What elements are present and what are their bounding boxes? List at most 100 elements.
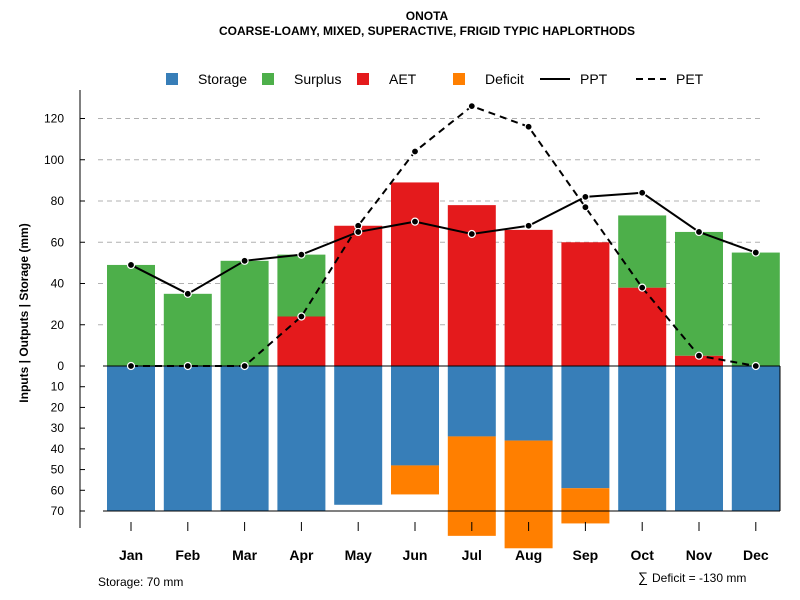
- point-ppt-jan: [126, 260, 136, 270]
- y-axis-label: Inputs | Outputs | Storage (mm): [17, 223, 31, 402]
- bar-aet-may: [334, 225, 383, 366]
- bar-surplus-nov: [675, 231, 723, 356]
- bar-surplus-oct: [618, 215, 667, 288]
- legend-swatch-storage: [166, 73, 178, 85]
- point-pet-jun: [410, 147, 420, 156]
- point-pet-oct: [638, 283, 647, 292]
- bar-deficit-aug: [504, 440, 553, 549]
- legend-swatch-aet: [357, 73, 369, 85]
- bar-storage-may: [334, 366, 383, 505]
- legend-label-storage: Storage: [198, 71, 247, 87]
- bar-surplus-apr: [277, 254, 326, 317]
- chart-title: ONOTA: [406, 9, 449, 23]
- point-ppt-aug: [524, 221, 533, 230]
- x-label-jun: Jun: [403, 547, 428, 563]
- x-label-jul: Jul: [462, 547, 482, 563]
- bar-storage-apr: [277, 366, 326, 511]
- storage-note: Storage: 70 mm: [98, 575, 183, 589]
- bar-surplus-dec: [731, 252, 780, 366]
- bar-aet-jul: [447, 205, 496, 366]
- x-label-mar: Mar: [232, 547, 257, 563]
- y-tick-label-upper: 60: [51, 235, 65, 249]
- point-pet-jul: [467, 102, 476, 111]
- point-pet-jan: [126, 361, 136, 371]
- bar-storage-jul: [447, 366, 496, 437]
- y-tick-label-lower: 30: [51, 421, 65, 435]
- point-pet-mar: [240, 361, 249, 371]
- bar-aet-nov: [675, 355, 723, 366]
- x-label-dec: Dec: [743, 547, 769, 563]
- sum-symbol: ∑: [638, 569, 648, 585]
- x-label-apr: Apr: [289, 547, 314, 563]
- point-pet-nov: [694, 351, 704, 360]
- y-tick-label-lower: 20: [51, 400, 65, 414]
- y-tick-label-upper: 0: [57, 359, 64, 373]
- point-ppt-sep: [581, 192, 590, 201]
- point-pet-aug: [524, 122, 533, 131]
- point-pet-feb: [183, 361, 192, 371]
- y-tick-label-upper: 20: [51, 318, 65, 332]
- axes: 0 20 40 60 80 100 120 10 20 30 40 50 60 70: [44, 90, 781, 528]
- bars: [107, 182, 780, 549]
- point-ppt-jun: [410, 217, 420, 226]
- bar-storage-mar: [220, 366, 269, 511]
- x-label-feb: Feb: [175, 547, 200, 563]
- deficit-note: Deficit = -130 mm: [652, 571, 746, 585]
- x-label-aug: Aug: [515, 547, 542, 563]
- legend-label-pet: PET: [676, 71, 704, 87]
- point-ppt-mar: [240, 256, 249, 265]
- legend-label-surplus: Surplus: [294, 71, 341, 87]
- point-pet-dec: [751, 361, 760, 371]
- chart-subtitle: COARSE-LOAMY, MIXED, SUPERACTIVE, FRIGID…: [219, 24, 635, 38]
- bar-storage-dec: [731, 366, 780, 511]
- point-ppt-dec: [751, 248, 760, 257]
- bar-storage-sep: [561, 366, 610, 489]
- legend: Storage Surplus AET Deficit PPT PET: [166, 71, 704, 87]
- bar-aet-sep: [561, 242, 610, 366]
- point-ppt-may: [354, 227, 363, 237]
- point-ppt-jul: [467, 229, 476, 239]
- bar-aet-apr: [277, 316, 326, 366]
- bar-aet-aug: [504, 229, 553, 366]
- x-label-nov: Nov: [686, 547, 713, 563]
- y-tick-label-upper: 120: [44, 112, 64, 126]
- y-tick-label-upper: 80: [51, 194, 65, 208]
- point-pet-sep: [581, 203, 590, 212]
- y-tick-label-lower: 40: [51, 442, 65, 456]
- y-tick-label-upper: 40: [51, 277, 65, 291]
- legend-label-deficit: Deficit: [485, 71, 524, 87]
- bar-storage-nov: [675, 366, 723, 511]
- x-label-may: May: [345, 547, 372, 563]
- y-tick-label-lower: 50: [51, 463, 65, 477]
- y-tick-label-lower: 60: [51, 483, 65, 497]
- bar-aet-oct: [618, 287, 667, 366]
- point-ppt-feb: [183, 289, 192, 298]
- bar-deficit-jul: [447, 436, 496, 536]
- bar-storage-oct: [618, 366, 667, 511]
- bar-surplus-jan: [107, 264, 155, 366]
- y-tick-label-lower: 70: [51, 504, 65, 518]
- point-ppt-apr: [297, 250, 306, 259]
- bar-aet-jun: [391, 182, 439, 366]
- lines: [126, 102, 760, 371]
- y-tick-label-upper: 100: [44, 153, 64, 167]
- bar-surplus-feb: [163, 293, 212, 366]
- bar-surplus-mar: [220, 260, 269, 366]
- legend-swatch-surplus: [262, 73, 274, 85]
- bar-deficit-sep: [561, 488, 610, 524]
- x-label-jan: Jan: [119, 547, 143, 563]
- legend-label-aet: AET: [389, 71, 417, 87]
- legend-label-ppt: PPT: [580, 71, 608, 87]
- bar-storage-feb: [163, 366, 212, 511]
- point-ppt-oct: [638, 188, 647, 197]
- bar-deficit-jun: [391, 465, 439, 495]
- x-axis-labels: Jan Feb Mar Apr May Jun Jul Aug Sep Oct Nov Dec: [119, 522, 769, 563]
- point-ppt-nov: [694, 227, 704, 237]
- line-pet: [131, 104, 756, 367]
- x-label-oct: Oct: [631, 547, 655, 563]
- line-ppt: [130, 191, 757, 295]
- y-tick-label-lower: 10: [51, 380, 65, 394]
- bar-storage-jan: [107, 366, 155, 511]
- legend-swatch-deficit: [453, 73, 465, 85]
